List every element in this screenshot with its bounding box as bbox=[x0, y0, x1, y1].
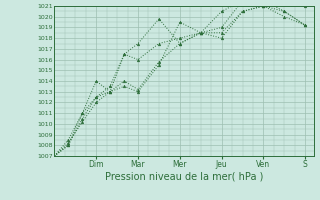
X-axis label: Pression niveau de la mer( hPa ): Pression niveau de la mer( hPa ) bbox=[105, 172, 263, 182]
